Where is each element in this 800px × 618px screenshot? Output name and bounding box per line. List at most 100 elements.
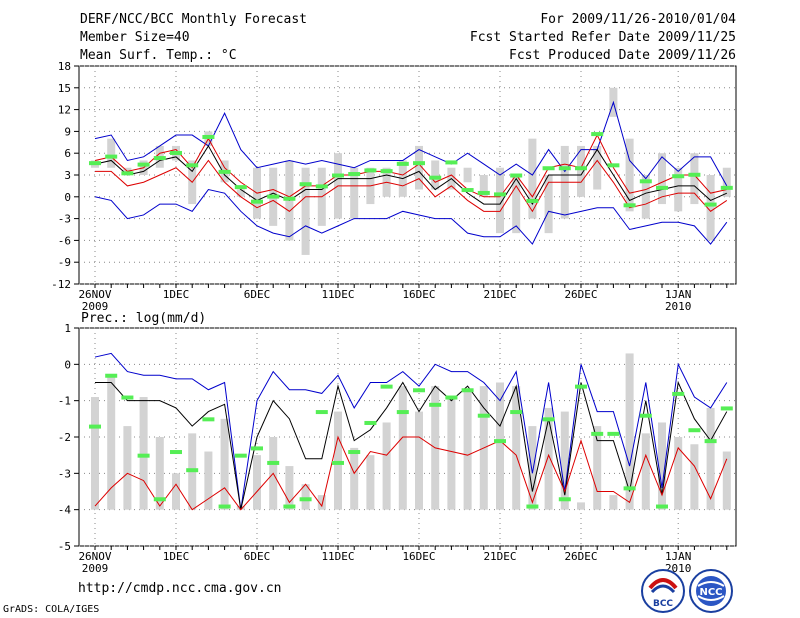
member-size-label: Member Size=40	[80, 30, 190, 45]
range-bar	[431, 160, 440, 190]
plot-frame	[78, 65, 737, 285]
forecast-marker	[429, 175, 442, 180]
x-tick-year: 2009	[82, 562, 109, 575]
forecast-marker	[494, 439, 506, 444]
forecast-marker	[656, 504, 668, 509]
range-bar	[674, 167, 683, 212]
range-bar	[236, 189, 245, 197]
forecast-marker	[186, 468, 199, 473]
range-bar	[317, 495, 326, 510]
forecast-marker	[348, 172, 361, 177]
y-tick-label: 1	[64, 322, 71, 335]
forecast-marker	[445, 395, 458, 400]
y-tick-label: -2	[58, 431, 71, 444]
forecast-marker	[218, 169, 231, 174]
y-tick-label: -3	[58, 213, 71, 226]
forecast-marker	[105, 373, 118, 378]
forecast-marker	[477, 190, 490, 195]
forecast-marker	[607, 163, 620, 168]
range-bar	[593, 145, 602, 190]
y-tick-label: -12	[51, 278, 71, 291]
series-line-median	[95, 380, 728, 510]
y-tick-label: -3	[58, 467, 71, 480]
y-tick-label: 18	[58, 60, 71, 73]
forecast-marker	[494, 192, 506, 197]
forecast-marker	[542, 417, 555, 422]
forecast-marker	[656, 185, 668, 190]
x-tick-label: 26NOV	[78, 288, 111, 301]
source-url[interactable]: http://cmdp.ncc.cma.gov.cn	[78, 581, 282, 596]
forecast-marker	[623, 486, 636, 491]
forecast-marker	[558, 497, 571, 502]
x-tick-label: 16DEC	[402, 550, 435, 563]
range-bar	[706, 407, 715, 510]
forecast-marker	[445, 160, 458, 165]
forecast-marker	[267, 194, 280, 199]
range-bar	[706, 175, 715, 241]
forecast-title: DERF/NCC/BCC Monthly Forecast	[80, 12, 307, 27]
grads-credit: GrADS: COLA/IGES	[3, 604, 100, 615]
range-bar	[577, 502, 585, 510]
x-tick-label: 6DEC	[244, 288, 271, 301]
x-tick-label: 26DEC	[564, 550, 597, 563]
forecast-marker	[332, 460, 344, 465]
forecast-marker	[315, 184, 328, 189]
forecast-marker	[575, 166, 587, 171]
range-bar	[350, 447, 359, 510]
range-bar	[398, 386, 407, 510]
y-tick-label: -4	[58, 504, 72, 517]
x-tick-label: 1DEC	[163, 288, 190, 301]
y-tick-label: 0	[64, 358, 71, 371]
range-bar	[350, 167, 359, 219]
x-tick-label: 21DEC	[483, 288, 516, 301]
series-line-upper	[94, 352, 728, 510]
forecast-marker	[170, 150, 182, 155]
x-tick-label: 26DEC	[564, 288, 597, 301]
range-bar	[674, 437, 683, 510]
forecast-marker	[153, 497, 166, 502]
series-line-inner_low	[95, 159, 728, 213]
forecast-marker	[137, 162, 150, 167]
range-bar	[544, 407, 553, 510]
forecast-marker	[510, 173, 523, 178]
forecast-marker	[704, 202, 717, 207]
forecast-marker	[218, 504, 231, 509]
range-bar	[528, 426, 537, 510]
range-bar	[528, 138, 537, 219]
forecast-marker	[251, 199, 263, 204]
range-bar	[658, 153, 666, 205]
forecast-period: For 2009/11/26-2010/01/04	[540, 12, 736, 27]
forecast-marker	[202, 417, 215, 422]
y-tick-label: 15	[58, 82, 71, 95]
series-line-lower	[94, 188, 728, 245]
range-bar	[641, 175, 650, 219]
range-bar	[479, 175, 488, 197]
range-bar	[139, 397, 148, 510]
forecast-marker	[429, 402, 442, 407]
forecast-marker	[477, 413, 490, 418]
range-bar	[512, 175, 521, 234]
range-bar	[512, 386, 521, 510]
forecast-marker	[510, 410, 523, 415]
range-bar	[593, 426, 602, 510]
forecast-marker	[299, 497, 312, 502]
forecast-marker	[251, 446, 263, 451]
forecast-marker	[396, 161, 409, 166]
range-bar	[447, 397, 456, 510]
ncc-logo: NCC	[689, 569, 733, 613]
forecast-marker	[283, 504, 296, 509]
x-tick-label: 1JAN	[665, 288, 692, 301]
forecast-marker	[267, 460, 280, 465]
y-tick-label: 6	[64, 147, 71, 160]
range-bar	[107, 138, 116, 168]
y-tick-label: -1	[58, 395, 71, 408]
range-bar	[107, 375, 116, 510]
forecast-marker	[89, 161, 101, 166]
range-bar	[625, 353, 634, 510]
range-bar	[658, 422, 666, 510]
forecast-marker	[413, 388, 425, 393]
series-line-upper	[94, 100, 728, 187]
range-bar	[722, 167, 731, 197]
